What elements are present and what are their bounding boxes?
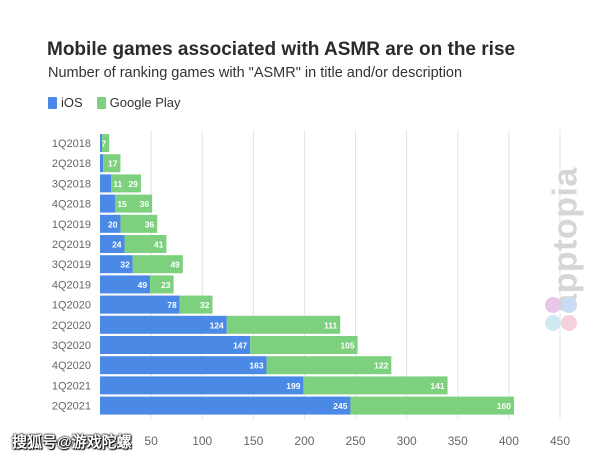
data-label-ios-2Q2020: 124	[210, 320, 224, 330]
category-label-1Q2020: 1Q2020	[52, 300, 91, 312]
x-tick-label-450: 450	[550, 434, 570, 448]
data-label-google-play-2Q2018: 17	[108, 159, 118, 169]
bar-google-play-1Q2021	[303, 376, 448, 395]
data-label-ios-4Q2018: 15	[117, 199, 127, 209]
data-label-ios-4Q2019: 49	[138, 280, 148, 290]
source-watermark: 搜狐号@游戏陀螺	[12, 434, 132, 451]
data-label-google-play-1Q2020: 32	[200, 300, 210, 310]
data-label-ios-3Q2018: 11	[113, 179, 122, 189]
chart-title: Mobile games associated with ASMR are on…	[47, 39, 516, 60]
category-label-1Q2018: 1Q2018	[52, 138, 91, 150]
data-label-ios-4Q2020: 163	[249, 361, 263, 371]
category-label-2Q2020: 2Q2020	[52, 320, 91, 332]
legend: iOS Google Play	[48, 95, 195, 110]
data-label-google-play-1Q2021: 141	[430, 381, 444, 391]
bar-google-play-4Q2018	[115, 194, 153, 213]
bar-google-play-2Q2020	[226, 315, 341, 334]
data-label-google-play-3Q2020: 105	[340, 341, 354, 351]
bar-ios-1Q2019	[100, 214, 121, 233]
apptopia-logo-icon	[545, 297, 577, 331]
bar-ios-3Q2020	[100, 336, 251, 354]
bar-google-play-2Q2018	[103, 154, 121, 173]
bar-ios-4Q2018	[100, 194, 116, 213]
x-tick-label-300: 300	[397, 434, 417, 448]
data-label-google-play-3Q2019: 49	[170, 260, 180, 270]
data-label-ios-3Q2019: 32	[120, 260, 130, 270]
bar-ios-1Q2018	[100, 134, 103, 152]
data-label-google-play-2Q2020: 111	[324, 320, 338, 330]
bar-google-play-3Q2018	[111, 174, 141, 193]
category-label-3Q2019: 3Q2019	[52, 259, 91, 271]
data-label-google-play-4Q2019: 23	[161, 280, 171, 290]
bar-ios-4Q2020	[100, 356, 267, 375]
bar-google-play-2Q2019	[124, 235, 167, 253]
bar-google-play-4Q2020	[266, 356, 392, 375]
category-label-2Q2018: 2Q2018	[52, 158, 91, 170]
x-tick-label-50: 50	[144, 434, 158, 448]
category-label-4Q2018: 4Q2018	[52, 199, 91, 211]
data-label-ios-3Q2020: 147	[233, 341, 247, 351]
category-label-1Q2019: 1Q2019	[52, 219, 91, 231]
category-label-4Q2020: 4Q2020	[52, 360, 91, 372]
category-label-2Q2019: 2Q2019	[52, 239, 91, 251]
data-label-google-play-4Q2018: 36	[140, 199, 150, 209]
data-label-google-play-3Q2018: 29	[128, 179, 138, 189]
x-tick-label-250: 250	[346, 434, 366, 448]
data-label-google-play-1Q2018: 7	[101, 139, 106, 149]
category-label-4Q2019: 4Q2019	[52, 279, 91, 291]
apptopia-logo-text: apptopia	[546, 167, 585, 313]
data-label-ios-2Q2019: 24	[112, 240, 122, 250]
data-label-google-play-2Q2021: 160	[497, 401, 511, 411]
data-label-google-play-1Q2019: 36	[145, 219, 155, 229]
category-label-2Q2021: 2Q2021	[52, 401, 91, 413]
legend-item-ios: iOS	[48, 95, 83, 110]
x-tick-label-200: 200	[294, 434, 314, 448]
chart-subtitle: Number of ranking games with "ASMR" in t…	[48, 65, 463, 81]
legend-label-ios: iOS	[61, 95, 83, 110]
bar-ios-1Q2021	[100, 376, 304, 395]
bar-google-play-1Q2018	[102, 134, 110, 152]
bar-google-play-3Q2020	[250, 336, 358, 354]
category-label-3Q2020: 3Q2020	[52, 340, 91, 352]
bar-google-play-1Q2019	[120, 214, 158, 233]
bar-ios-1Q2020	[100, 295, 180, 314]
x-tick-label-350: 350	[448, 434, 468, 448]
bar-ios-2Q2020	[100, 315, 227, 334]
legend-swatch-ios	[48, 96, 57, 109]
legend-label-google-play: Google Play	[109, 95, 181, 110]
bar-google-play-1Q2020	[179, 295, 213, 314]
bar-google-play-2Q2021	[350, 396, 514, 415]
bar-ios-4Q2019	[100, 275, 151, 294]
category-label-3Q2018: 3Q2018	[52, 178, 91, 190]
bar-google-play-3Q2019	[132, 255, 183, 274]
data-label-google-play-2Q2019: 41	[154, 240, 164, 250]
data-label-google-play-4Q2020: 122	[374, 361, 388, 371]
bar-google-play-4Q2019	[150, 275, 174, 294]
x-tick-label-150: 150	[243, 434, 263, 448]
category-label-1Q2021: 1Q2021	[52, 380, 91, 392]
bar-ios-2Q2019	[100, 235, 125, 253]
bar-ios-3Q2019	[100, 255, 133, 274]
x-tick-label-400: 400	[499, 434, 519, 448]
data-label-ios-1Q2021: 199	[286, 381, 300, 391]
bar-ios-3Q2018	[100, 174, 112, 193]
x-tick-label-100: 100	[192, 434, 212, 448]
legend-swatch-google-play	[96, 96, 106, 109]
bar-ios-2Q2021	[100, 396, 351, 415]
data-label-ios-1Q2019: 20	[108, 219, 118, 229]
bar-ios-2Q2018	[100, 154, 104, 173]
data-label-ios-2Q2021: 245	[333, 401, 347, 411]
data-label-ios-1Q2020: 78	[167, 300, 177, 310]
legend-item-google-play: Google Play	[96, 95, 181, 110]
